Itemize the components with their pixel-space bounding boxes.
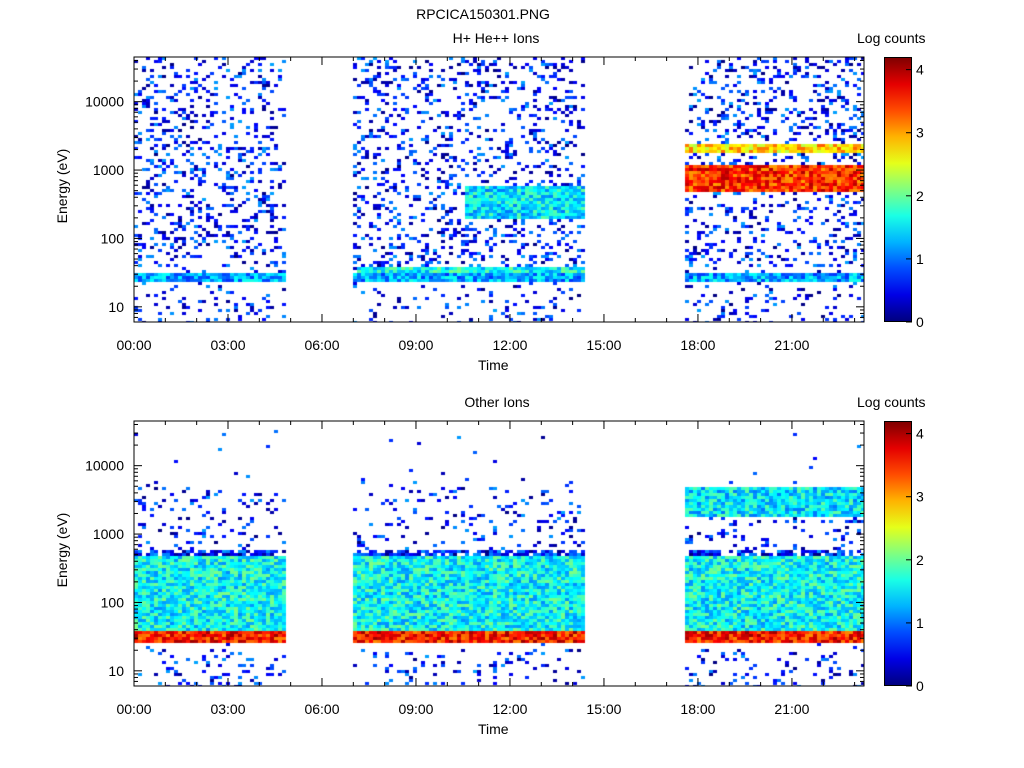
colorbar-tick-label: 0 bbox=[916, 678, 924, 694]
plot-frame bbox=[133, 420, 865, 687]
bottom-colorbar bbox=[884, 421, 912, 686]
y-tick-label: 1000 bbox=[93, 526, 124, 542]
x-tick-label: 18:00 bbox=[680, 337, 715, 353]
y-tick-label: 10000 bbox=[85, 94, 124, 110]
y-tick-label: 1000 bbox=[93, 162, 124, 178]
x-tick-label: 06:00 bbox=[304, 701, 339, 717]
bottom-axes: 00:00 03:00 06:00 09:00 12:00 15:00 18:00 21:00… bbox=[85, 420, 865, 717]
y-tick-label: 10 bbox=[108, 299, 124, 315]
top-axes: 00:00 03:00 06:00 09:00 12:00 15:00 18:00 21:00… bbox=[85, 56, 865, 353]
colorbar-tick-label: 1 bbox=[916, 251, 924, 267]
x-tick-label: 03:00 bbox=[210, 337, 245, 353]
top-colorbar-axis: 0 1 2 3 4 bbox=[906, 62, 924, 330]
x-tick-label: 15:00 bbox=[586, 701, 621, 717]
figure-filename: RPCICA150301.PNG bbox=[416, 6, 550, 22]
x-tick-label: 06:00 bbox=[304, 337, 339, 353]
y-tick-label: 10000 bbox=[85, 458, 124, 474]
colorbar-tick-label: 2 bbox=[916, 188, 924, 204]
colorbar-tick-label: 3 bbox=[916, 125, 924, 141]
x-tick-label: 21:00 bbox=[774, 337, 809, 353]
x-tick-label: 09:00 bbox=[398, 701, 433, 717]
bottom-spectrogram: 00:00 03:00 06:00 09:00 12:00 15:00 18:00 21:00… bbox=[85, 420, 865, 717]
colorbar-tick-label: 4 bbox=[916, 62, 924, 78]
x-tick-label: 00:00 bbox=[116, 701, 151, 717]
bottom-xlabel: Time bbox=[478, 721, 509, 737]
colorbar-tick-label: 1 bbox=[916, 615, 924, 631]
top-xlabel: Time bbox=[478, 357, 509, 373]
colorbar-tick-label: 2 bbox=[916, 552, 924, 568]
top-spectrogram-image bbox=[134, 57, 864, 322]
top-panel-title: H+ He++ Ions bbox=[452, 30, 540, 46]
x-tick-label: 03:00 bbox=[210, 701, 245, 717]
bottom-colorbar-label: Log counts bbox=[857, 394, 926, 410]
top-colorbar bbox=[884, 57, 912, 322]
y-tick-label: 100 bbox=[101, 230, 125, 246]
x-tick-label: 09:00 bbox=[398, 337, 433, 353]
bottom-ylabel: Energy (eV) bbox=[54, 512, 70, 588]
bottom-spectrogram-image bbox=[134, 421, 864, 686]
y-tick-label: 100 bbox=[101, 594, 125, 610]
x-tick-label: 18:00 bbox=[680, 701, 715, 717]
x-tick-label: 12:00 bbox=[492, 337, 527, 353]
x-tick-label: 21:00 bbox=[774, 701, 809, 717]
x-tick-label: 15:00 bbox=[586, 337, 621, 353]
top-ylabel: Energy (eV) bbox=[54, 148, 70, 224]
top-spectrogram: 00:00 03:00 06:00 09:00 12:00 15:00 18:00 21:00… bbox=[85, 56, 865, 353]
x-tick-label: 12:00 bbox=[492, 701, 527, 717]
bottom-panel-title: Other Ions bbox=[464, 394, 530, 410]
colorbar-tick-label: 3 bbox=[916, 489, 924, 505]
plot-frame bbox=[133, 56, 865, 323]
bottom-colorbar-axis: 0 1 2 3 4 bbox=[906, 426, 924, 694]
colorbar-tick-label: 4 bbox=[916, 426, 924, 442]
x-tick-label: 00:00 bbox=[116, 337, 151, 353]
colorbar-tick-label: 0 bbox=[916, 314, 924, 330]
y-tick-label: 10 bbox=[108, 663, 124, 679]
top-colorbar-label: Log counts bbox=[857, 30, 926, 46]
